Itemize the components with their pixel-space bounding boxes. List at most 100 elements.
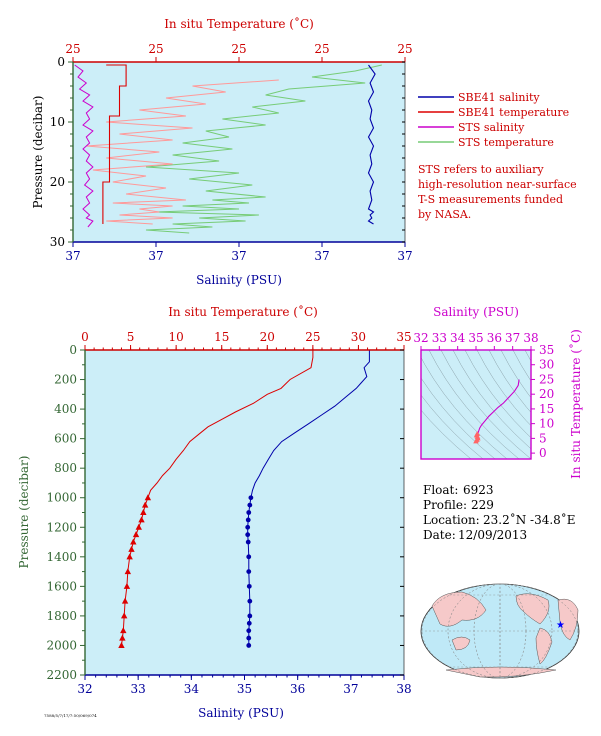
full-profile-bottom-tick-label: 38: [396, 682, 411, 696]
near-surface-top-tick-label: 25: [148, 42, 163, 56]
legend-label-sbe-temperature: SBE41 temperature: [458, 106, 569, 119]
near-surface-top-tick-label: 25: [397, 42, 412, 56]
temperature-point-marker: [119, 634, 126, 641]
float-info: Float: 6923 Profile: 229 Location: 23.2˚…: [423, 483, 576, 542]
full-profile-bottom-axis-label: Salinity (PSU): [198, 706, 284, 720]
map-graticule: [421, 583, 579, 679]
near-surface-bottom-tick-label: 37: [148, 249, 163, 263]
legend-label-sts-salinity: STS salinity: [458, 121, 525, 134]
near-surface-line-sbe-salinity: [367, 64, 376, 225]
full-profile-left-tick-label: 800: [54, 461, 77, 475]
full-profile-left-tick-label: 200: [54, 373, 77, 387]
temperature-point-marker: [121, 597, 129, 604]
salinity-point-marker: [246, 583, 252, 589]
full-profile-left-axis-label: Pressure (decibar): [17, 456, 31, 569]
full-profile-plot-area: [84, 349, 405, 676]
near-surface-bottom-tick-label: 37: [314, 249, 329, 263]
full-profile-left-tick-label: 1600: [46, 579, 77, 593]
full-profile-top-axis-label: In situ Temperature (˚C): [168, 304, 318, 319]
legend: SBE41 salinity SBE41 temperature STS sal…: [418, 91, 577, 221]
near-surface-left-tick-label: 0: [57, 55, 65, 69]
near-surface-line-sts-salinity: [74, 64, 94, 228]
near-surface-bottom-tick-label: 37: [231, 249, 246, 263]
ts-right-tick-label: 25: [539, 372, 554, 386]
full-profile-top-tick-label: 5: [127, 330, 135, 344]
full-profile-chart: 0 5 10 15 20 25 30 35 32 33 34 35 36 37 38 0 200 400 600 80…: [17, 304, 412, 720]
ts-top-tick-label: 38: [523, 331, 538, 345]
near-surface-ticks: 25 25 25 25 25 37 37 37 37 37 0 10 20 30: [50, 42, 413, 263]
full-profile-left-tick-label: 2000: [46, 638, 77, 652]
ts-right-tick-label: 5: [539, 431, 547, 445]
temperature-point-marker: [124, 568, 132, 575]
salinity-point-marker: [248, 495, 254, 501]
salinity-point-marker: [245, 524, 251, 530]
temperature-point-marker: [138, 516, 145, 523]
near-surface-left-tick-label: 20: [50, 175, 65, 189]
near-surface-chart: 25 25 25 25 25 37 37 37 37 37 0 10 20 30 In situ Temp…: [31, 16, 413, 287]
temperature-point-marker: [126, 553, 133, 560]
salinity-point-marker: [247, 502, 253, 508]
full-profile-left-tick-label: 0: [69, 343, 77, 357]
world-map: ★: [420, 583, 580, 679]
full-profile-top-tick-label: 35: [396, 330, 411, 344]
salinity-point-marker: [246, 620, 252, 626]
full-profile-top-tick-label: 0: [81, 330, 89, 344]
full-profile-left-tick-label: 600: [54, 432, 77, 446]
near-surface-top-tick-label: 25: [65, 42, 80, 56]
near-surface-series: [74, 64, 382, 234]
salinity-point-marker: [246, 643, 252, 648]
full-profile-left-tick-label: 1400: [46, 550, 77, 564]
ts-density-contour: [421, 394, 484, 459]
full-profile-left-tick-label: 2200: [46, 668, 77, 682]
full-profile-bottom-tick-label: 33: [131, 682, 146, 696]
near-surface-left-axis-label: Pressure (decibar): [31, 96, 45, 209]
full-profile-series: [118, 350, 370, 648]
salinity-point-marker: [245, 532, 251, 538]
ts-density-contour: [421, 377, 496, 459]
salinity-point-marker: [246, 569, 252, 574]
ts-density-contour: [512, 350, 531, 382]
float-label: Float:: [423, 483, 458, 497]
ts-density-contour: [488, 350, 531, 413]
profile-value: 229: [471, 498, 494, 512]
salinity-point-marker: [246, 510, 252, 515]
ts-density-contour: [452, 350, 531, 450]
date-label: Date:: [423, 528, 456, 542]
temperature-profile-line: [121, 350, 314, 646]
legend-label-sts-temperature: STS temperature: [458, 136, 554, 149]
ts-right-tick-label: 30: [539, 358, 554, 372]
near-surface-bottom-axis-label: Salinity (PSU): [196, 273, 282, 287]
ts-right-tick-label: 10: [539, 417, 554, 431]
legend-note-line-3: T-S measurements funded: [418, 193, 563, 206]
temperature-point-marker: [118, 641, 125, 648]
salinity-point-marker: [245, 517, 251, 523]
full-profile-top-tick-label: 20: [260, 330, 275, 344]
salinity-point-marker: [246, 628, 252, 634]
float-value: 6923: [463, 483, 494, 497]
location-label: Location:: [423, 513, 480, 527]
full-profile-top-tick-label: 30: [351, 330, 366, 344]
salinity-profile-line: [247, 350, 370, 646]
full-profile-top-tick-label: 25: [305, 330, 320, 344]
legend-note-line-2: high-resolution near-surface: [418, 178, 577, 191]
full-profile-top-tick-label: 15: [214, 330, 229, 344]
map-meridian: [447, 583, 553, 679]
near-surface-top-tick-label: 25: [314, 42, 329, 56]
ts-top-tick-label: 32: [413, 331, 428, 345]
temperature-point-marker: [144, 494, 152, 501]
ts-top-axis-label: Salinity (PSU): [433, 305, 519, 319]
salinity-point-marker: [245, 539, 251, 545]
ts-right-tick-label: 20: [539, 387, 554, 401]
ts-right-tick-label: 35: [539, 343, 554, 357]
ts-top-tick-label: 36: [487, 331, 502, 345]
near-surface-line-sbe-temperature: [102, 64, 127, 224]
temperature-point-marker: [135, 523, 142, 530]
temperature-point-marker: [123, 582, 131, 589]
temperature-point-marker: [141, 501, 149, 508]
map-land-africa-europe: [557, 598, 579, 641]
ts-top-tick-label: 35: [468, 331, 483, 345]
near-surface-top-axis-label: In situ Temperature (˚C): [164, 16, 314, 31]
temperature-point-marker: [140, 509, 147, 515]
full-profile-bottom-tick-label: 32: [77, 682, 92, 696]
